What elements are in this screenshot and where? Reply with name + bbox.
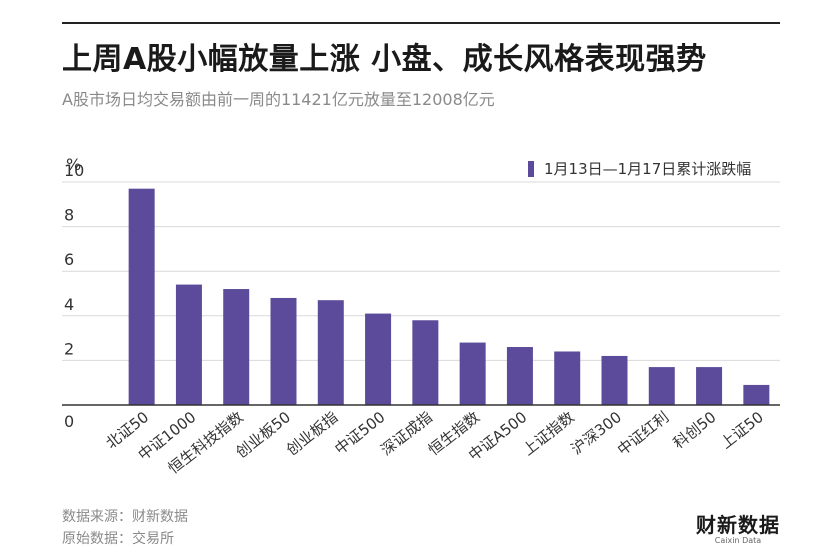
bar [696, 367, 723, 405]
y-tick-label: 6 [64, 250, 74, 269]
y-tick-label: 0 [64, 412, 74, 431]
x-category-label: 创业板指 [283, 408, 341, 459]
bar [459, 342, 486, 405]
title-rule [62, 22, 780, 24]
logo-sub-text: Caixin Data [714, 536, 762, 545]
x-category-label: 上证50 [717, 408, 767, 452]
bar [554, 351, 581, 405]
bar [648, 367, 675, 405]
bar [743, 384, 770, 405]
original-data-source: 原始数据：交易所 [62, 531, 174, 547]
x-category-label: 上证指数 [519, 408, 577, 459]
bar [365, 313, 392, 405]
legend-label: 1月13日—1月17日累计涨跌幅 [544, 160, 752, 178]
legend: 1月13日—1月17日累计涨跌幅 [528, 158, 751, 179]
bar [128, 188, 155, 405]
bar [412, 320, 439, 405]
y-tick-label: 10 [64, 161, 84, 180]
x-category-label: 中证红利 [614, 408, 672, 459]
bar [506, 347, 533, 405]
legend-swatch [528, 160, 534, 177]
x-category-label: 深证成指 [377, 408, 435, 459]
chart-title: 上周A股小幅放量上涨 小盘、成长风格表现强势 [62, 42, 707, 77]
y-tick-label: 2 [64, 339, 74, 358]
bar [223, 289, 250, 405]
bar [317, 300, 344, 405]
data-source: 数据来源：财新数据 [62, 509, 188, 525]
x-category-label: 科创50 [670, 408, 720, 452]
bar [175, 284, 202, 405]
y-tick-label: 4 [64, 295, 74, 314]
y-axis-unit-label: % [66, 155, 81, 174]
caixin-data-logo: 财新数据 Caixin Data [696, 514, 780, 546]
x-category-label: 中证500 [331, 408, 388, 458]
bar [601, 355, 628, 405]
bar [270, 297, 297, 405]
logo-main-text: 财新数据 [696, 513, 780, 537]
x-category-label: 沪深300 [568, 408, 625, 458]
chart-subtitle: A股市场日均交易额由前一周的11421亿元放量至12008亿元 [62, 90, 495, 109]
y-tick-label: 8 [64, 206, 74, 225]
